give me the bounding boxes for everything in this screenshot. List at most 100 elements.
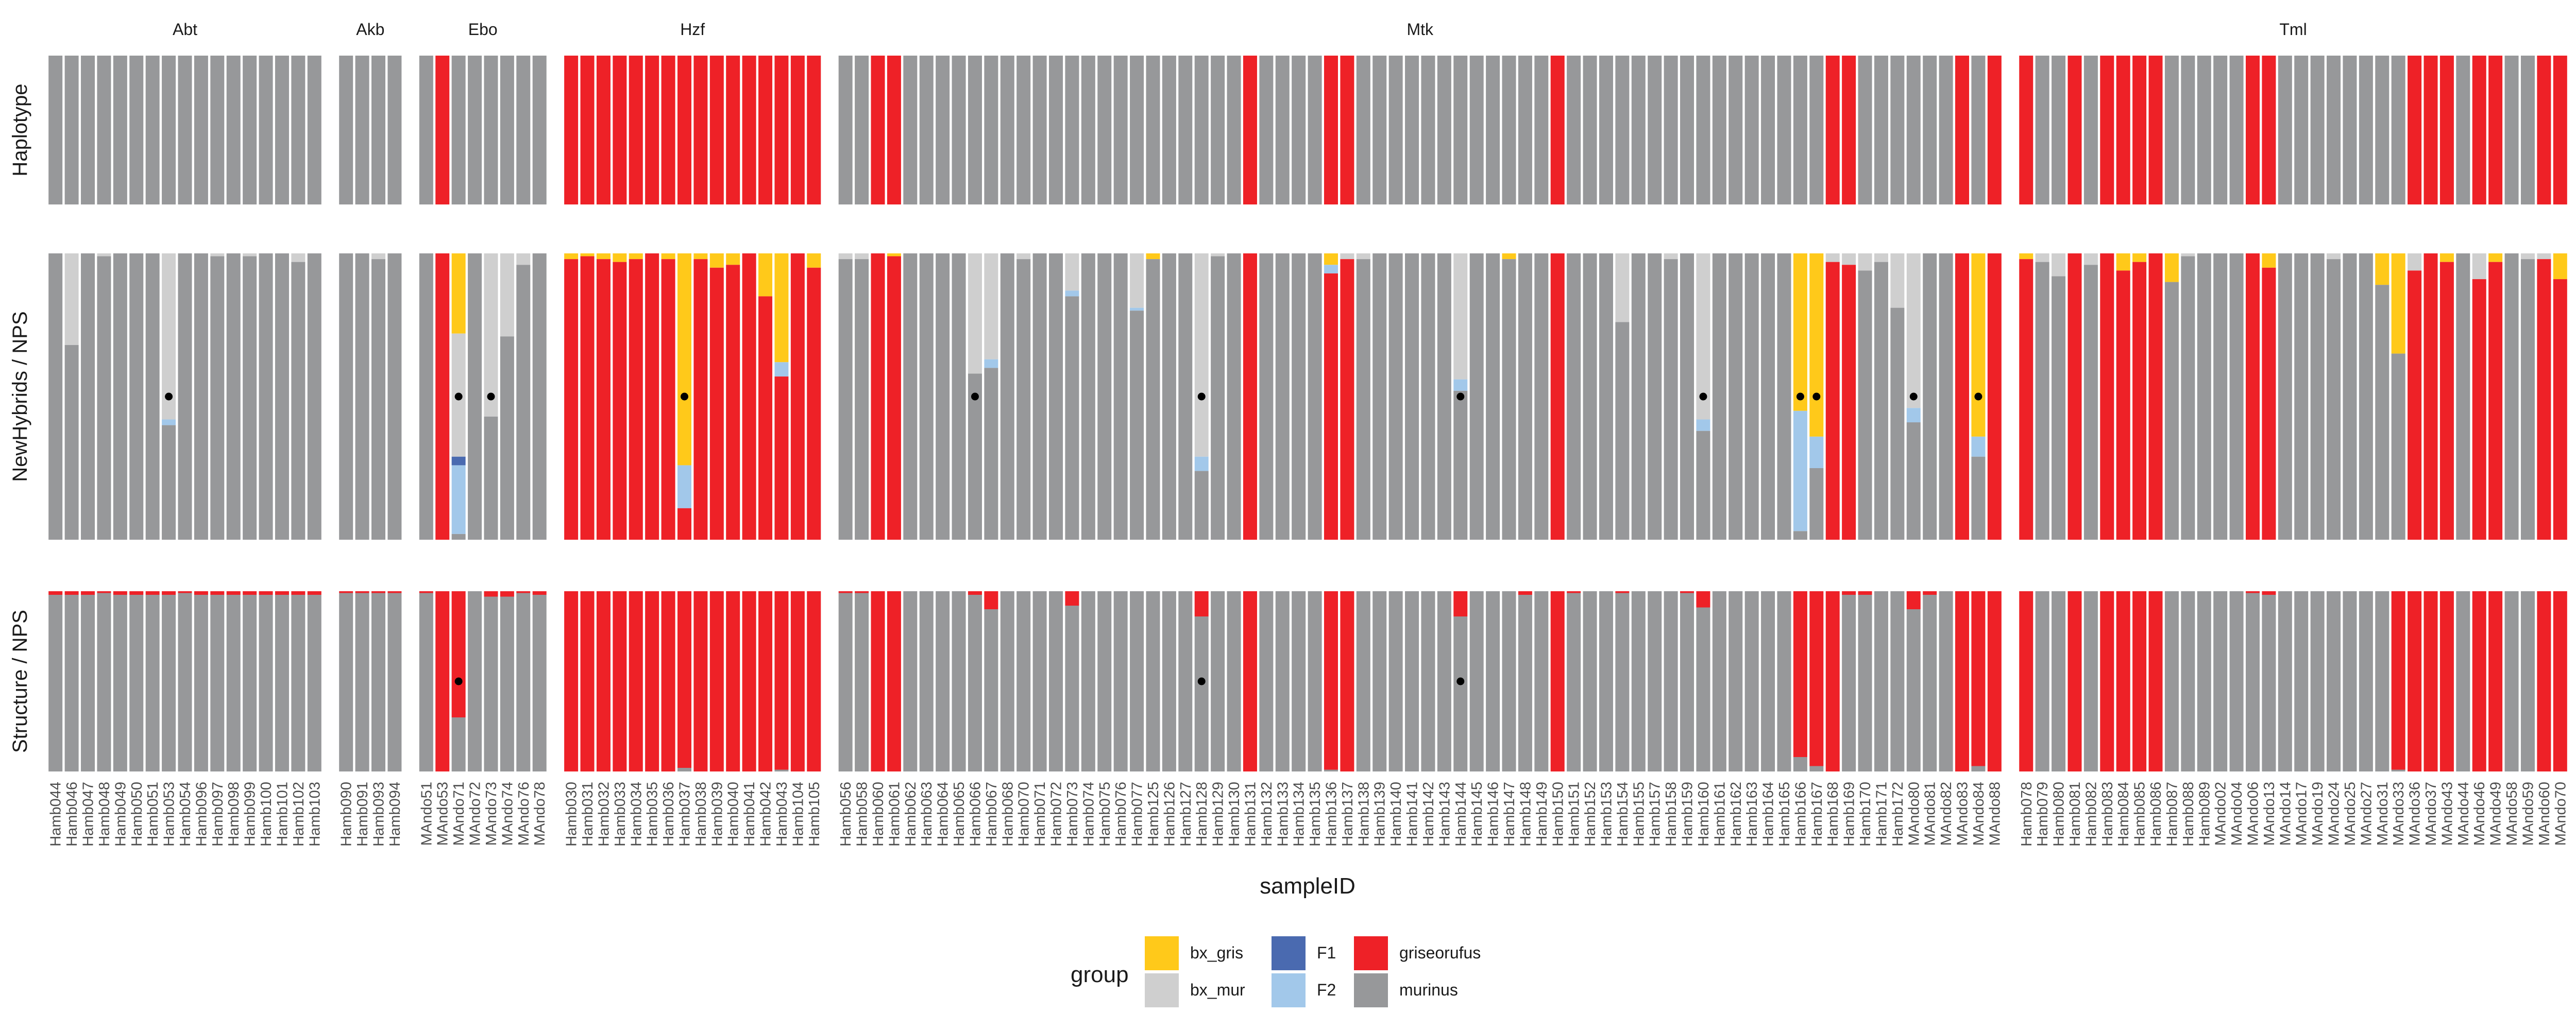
bar-segment-murinus [1259, 253, 1274, 540]
bar-segment-murinus [2327, 56, 2341, 204]
bar-segment-bx_gris [677, 253, 691, 466]
x-tick-label: Hamb050 [129, 782, 145, 847]
bar-segment-bx_mur [2181, 253, 2195, 256]
bar-segment-murinus [2083, 265, 2098, 540]
bar-segment-murinus [855, 56, 869, 204]
bar-segment-griseorufus [1842, 591, 1856, 595]
bar-segment-bx_mur [1825, 253, 1840, 262]
bar-segment-griseorufus [1793, 591, 1807, 757]
sample-point-marker [680, 392, 688, 401]
bar-segment-murinus [1113, 253, 1128, 540]
x-tick-label: Hamb073 [1064, 782, 1081, 847]
bar-segment-murinus [1502, 591, 1516, 771]
bar-segment-griseorufus [1340, 591, 1354, 771]
bar-segment-bx_mur [1874, 253, 1888, 262]
sample-point-marker [454, 677, 463, 685]
bar-segment-murinus [2359, 56, 2373, 204]
x-tick-label: Hamb030 [564, 782, 580, 847]
x-tick-label: Hamb148 [1517, 782, 1534, 847]
bar-segment-griseorufus [742, 253, 756, 540]
x-tick-label: Hamb053 [161, 782, 178, 847]
bar-segment-murinus [387, 253, 402, 540]
bar-segment-murinus [2456, 591, 2470, 771]
bar-segment-murinus [162, 425, 176, 540]
x-tick-label: Hamb060 [870, 782, 887, 847]
x-tick-label: MAndo02 [2213, 782, 2229, 846]
bar-segment-murinus [1162, 56, 1176, 204]
bar-segment-bx_mur [500, 253, 514, 337]
bar-segment-bx_gris [629, 253, 643, 260]
x-tick-label: MAndo37 [2423, 782, 2439, 846]
x-tick-label: MAndo44 [2455, 782, 2472, 846]
bar-segment-bx_mur [97, 253, 111, 256]
bar-segment-murinus [1000, 56, 1014, 204]
bar-segment-murinus [1712, 591, 1726, 771]
x-tick-label: Hamb149 [1534, 782, 1550, 847]
x-tick-label: Hamb047 [80, 782, 97, 847]
bar-segment-bx_mur [1858, 253, 1872, 271]
bar-segment-bx_mur [1615, 253, 1630, 322]
bar-segment-griseorufus [2488, 262, 2503, 540]
bar-segment-griseorufus [435, 253, 450, 540]
x-tick-label: Hamb064 [935, 782, 952, 847]
bar-segment-murinus [1874, 56, 1888, 204]
bar-segment-griseorufus [64, 591, 79, 595]
x-tick-label: Hamb076 [1113, 782, 1129, 847]
bar-segment-f2 [1194, 456, 1209, 471]
bar-segment-murinus [2456, 56, 2470, 204]
x-tick-label: Hamb035 [645, 782, 661, 847]
bar-segment-griseorufus [307, 591, 321, 595]
x-tick-label: Hamb125 [1145, 782, 1162, 847]
x-tick-label: Hamb079 [2035, 782, 2051, 847]
bar-segment-bx_gris [774, 253, 789, 363]
bar-segment-murinus [1388, 56, 1403, 204]
legend-label: griseorufus [1399, 943, 1481, 962]
bar-segment-murinus [355, 593, 369, 771]
x-tick-label: Hamb102 [291, 782, 307, 847]
bar-segment-murinus [1016, 259, 1031, 540]
bar-segment-murinus [2327, 591, 2341, 771]
bar-segment-murinus [275, 56, 289, 204]
bar-segment-griseorufus [1243, 56, 1257, 204]
x-tick-label: Hamb036 [660, 782, 677, 847]
bar-segment-murinus [1971, 766, 1986, 771]
bar-segment-griseorufus [774, 376, 789, 540]
x-tick-label: Hamb162 [1728, 782, 1744, 847]
facet-row-label: Structure / NPS [9, 610, 31, 753]
bar-segment-murinus [1049, 56, 1063, 204]
bar-segment-griseorufus [2019, 56, 2033, 204]
x-tick-label: MAndo13 [2261, 782, 2278, 846]
bar-segment-murinus [532, 56, 547, 204]
sample-point-marker [1456, 392, 1465, 401]
bar-segment-griseorufus [2537, 56, 2551, 204]
bar-segment-murinus [1227, 253, 1241, 540]
bar-segment-bx_gris [564, 253, 579, 260]
bar-segment-murinus [371, 259, 386, 540]
bar-segment-murinus [259, 595, 273, 771]
bar-segment-murinus [1680, 593, 1694, 771]
bar-segment-griseorufus [2488, 56, 2503, 204]
bar-segment-bx_mur [1340, 253, 1354, 260]
bar-segment-murinus [1583, 56, 1597, 204]
bar-segment-griseorufus [693, 56, 708, 204]
bar-segment-murinus [1696, 431, 1710, 540]
bar-segment-murinus [1437, 591, 1451, 771]
bar-segment-murinus [903, 591, 918, 771]
bar-segment-murinus [855, 593, 869, 771]
x-tick-label: Hamb048 [96, 782, 113, 847]
bar-segment-murinus [1065, 56, 1079, 204]
bar-segment-murinus [145, 56, 160, 204]
bar-segment-griseorufus [709, 591, 724, 771]
bar-segment-griseorufus [2391, 591, 2405, 770]
bar-segment-griseorufus [2553, 591, 2567, 771]
bar-segment-griseorufus [2245, 253, 2260, 540]
bar-segment-murinus [64, 595, 79, 771]
bar-segment-murinus [1631, 253, 1646, 540]
bar-segment-murinus [1486, 253, 1500, 540]
bar-segment-murinus [307, 253, 321, 540]
x-tick-label: Hamb133 [1275, 782, 1291, 847]
bar-segment-murinus [1469, 591, 1484, 771]
bar-segment-f2 [984, 359, 998, 368]
bar-segment-bx_gris [2488, 253, 2503, 262]
